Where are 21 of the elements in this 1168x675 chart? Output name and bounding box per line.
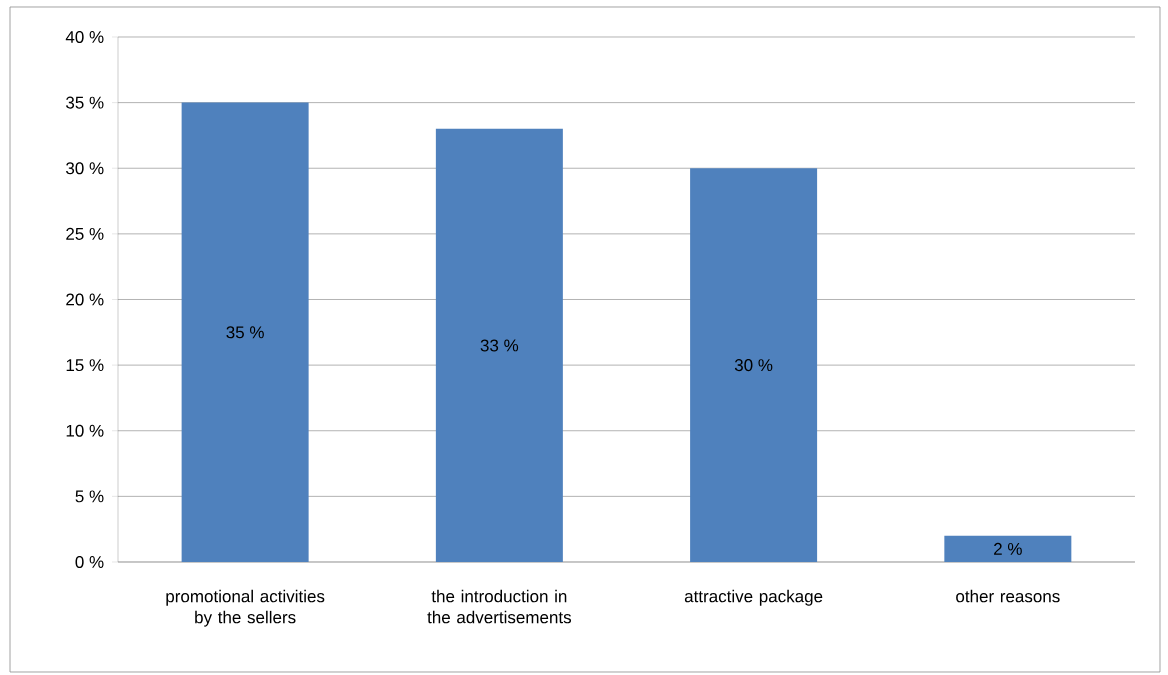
bar [944, 535, 1072, 562]
bar [181, 102, 309, 562]
y-tick-label: 10 % [66, 424, 104, 437]
y-tick-label: 40 % [65, 30, 104, 44]
data-label: 33 % [480, 339, 519, 352]
x-tick-label: attractive package [684, 589, 823, 606]
y-tick-label: 30 % [66, 162, 104, 175]
bar [690, 168, 818, 562]
x-tick-label: the introduction in the advertisements [427, 589, 572, 624]
x-tick-label: other reasons [956, 589, 1060, 603]
data-label: 30 % [734, 359, 773, 372]
data-label: 2 % [994, 542, 1022, 555]
y-tick-label: 25 % [66, 227, 104, 240]
bar [435, 128, 563, 562]
y-tick-label: 15 % [66, 359, 104, 372]
y-tick-label: 20 % [66, 293, 104, 306]
y-tick-label: 0 % [75, 555, 104, 569]
x-tick-label: promotional activities by the sellers [166, 589, 325, 627]
y-tick-label: 35 % [66, 96, 104, 109]
y-tick-label: 5 % [75, 490, 104, 503]
data-label: 35 % [226, 326, 264, 339]
